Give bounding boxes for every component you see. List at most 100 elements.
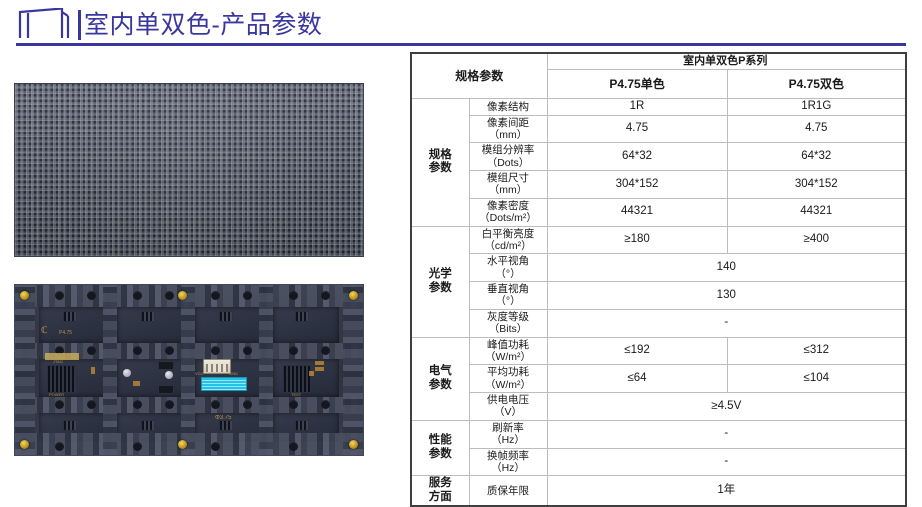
pcb-silk-gnd: GND xyxy=(229,371,238,376)
group-label-line2: 参数 xyxy=(428,281,452,294)
pcb-ic-chip xyxy=(63,420,77,431)
pcb-silk-vcc: VCC xyxy=(195,371,204,376)
pcb-mounting-hole xyxy=(321,400,330,409)
group-label-service: 服务 方面 xyxy=(410,475,470,507)
param-value-merged: - xyxy=(546,419,908,449)
param-value-merged: 130 xyxy=(546,281,908,310)
group-label-spec: 规格 参数 xyxy=(410,97,470,227)
table-row: 光学 参数 白平衡亮度 （cd/m²） ≥180 ≥400 xyxy=(410,225,908,338)
param-value: ≤64 xyxy=(546,364,728,394)
header-series-label: 室内单双色P系列 xyxy=(546,51,908,70)
group-label-line2: 参数 xyxy=(428,448,452,461)
param-value-merged: ≥4.5V xyxy=(546,392,908,421)
param-name: 水平视角 （°） xyxy=(468,253,548,283)
pcb-mounting-hole xyxy=(289,346,298,355)
group-label-electrical: 电气 参数 xyxy=(410,336,470,421)
header-model-mono: P4.75单色 xyxy=(546,68,728,99)
group-label-line1: 光学 xyxy=(428,267,452,280)
pcb-ic-chip xyxy=(219,420,233,431)
pcb-mounting-hole xyxy=(211,346,220,355)
pcb-mounting-hole xyxy=(211,442,220,451)
table-row: 水平视角 （°） 140 xyxy=(411,253,908,283)
param-value: ≤192 xyxy=(546,336,728,366)
pcb-ic-chip xyxy=(141,311,155,322)
pcb-solder-pad xyxy=(91,367,95,374)
param-value: 1R1G xyxy=(726,97,908,116)
param-value: 44321 xyxy=(546,197,728,227)
pcb-mounting-hole xyxy=(243,400,252,409)
pcb-capacitor xyxy=(165,371,173,379)
pcb-gold-sticker xyxy=(45,353,79,360)
pcb-mounting-hole xyxy=(165,400,174,409)
pcb-silk-jtag: JTAG xyxy=(53,359,63,364)
table-row: 模组分辨率 （Dots） 64*32 64*32 xyxy=(411,142,908,172)
param-value: ≤104 xyxy=(726,364,908,394)
pcb-frame-rail xyxy=(15,285,35,455)
pcb-mounting-hole xyxy=(321,291,330,300)
pcb-screw xyxy=(349,291,358,300)
param-name: 峰值功耗 （W/m²） xyxy=(468,336,548,366)
param-name: 模组分辨率 （Dots） xyxy=(468,142,548,172)
pcb-idc-header xyxy=(283,365,311,393)
pcb-mounting-hole xyxy=(87,346,96,355)
pcb-mounting-hole xyxy=(289,291,298,300)
pcb-ic-chip xyxy=(295,420,309,431)
param-value: ≥180 xyxy=(546,225,728,255)
group-label-line1: 电气 xyxy=(428,365,452,378)
group-label-line1: 规格 xyxy=(428,148,452,161)
pcb-solder-pad xyxy=(315,361,324,365)
pcb-mounting-hole xyxy=(133,291,142,300)
header-model-dual: P4.75双色 xyxy=(726,68,908,99)
pcb-capacitor xyxy=(123,369,131,377)
param-name: 像素间距 （mm） xyxy=(468,114,548,144)
table-row: 模组尺寸 （mm） 304*152 304*152 xyxy=(411,170,908,199)
pcb-silk-model: P4.75 xyxy=(59,330,73,336)
group-label-line2: 参数 xyxy=(428,378,452,391)
led-module-front-photo xyxy=(15,84,363,256)
table-row: 服务 方面 质保年限 1年 xyxy=(410,475,908,507)
pcb-frame-rail xyxy=(343,285,363,455)
pcb-mounting-hole xyxy=(289,400,298,409)
param-name: 刷新率 （Hz） xyxy=(468,419,548,449)
param-value: ≤312 xyxy=(726,336,908,366)
table-row: 像素间距 （mm） 4.75 4.75 xyxy=(411,114,908,144)
pcb-mounting-hole xyxy=(55,291,64,300)
group-label-line2: 参数 xyxy=(428,162,452,175)
table-row: 平均功耗 （W/m²） ≤64 ≤104 xyxy=(411,364,908,394)
param-value: 64*32 xyxy=(726,142,908,172)
table-row: 性能 参数 刷新率 （Hz） - xyxy=(410,419,908,477)
param-value: 304*152 xyxy=(546,170,728,199)
param-name: 像素结构 xyxy=(468,97,548,116)
pcb-mounting-hole xyxy=(133,400,142,409)
param-value: 44321 xyxy=(726,197,908,227)
pcb-solder-pad xyxy=(315,367,324,371)
param-value: 4.75 xyxy=(726,114,908,144)
pcb-frame-rail xyxy=(259,285,273,455)
pcb-mounting-hole xyxy=(211,291,220,300)
table-header-row: 规格参数 室内单双色P系列 xyxy=(409,51,908,99)
pcb-cell xyxy=(117,359,191,397)
pcb-smd-part xyxy=(158,361,174,370)
pcb-screw xyxy=(349,440,358,449)
led-dot-grid xyxy=(15,84,363,256)
group-label-performance: 性能 参数 xyxy=(410,419,470,477)
product-spec-table: 规格参数 室内单双色P系列 P4.75单色 P4.75双色 规格 参数 像素结构… xyxy=(409,51,908,507)
group-label-optical: 光学 参数 xyxy=(410,225,470,338)
header-spec-label: 规格参数 xyxy=(409,51,548,99)
led-module-back-pcb-photo: JTAG POWER TEST VCC GND ℂ P4.75 Φ3.75 xyxy=(15,285,363,455)
pcb-screw xyxy=(20,291,29,300)
param-value-merged: 1年 xyxy=(546,475,908,507)
pcb-idc-header xyxy=(47,365,77,393)
pcb-ic-chip xyxy=(219,311,233,322)
pcb-mounting-hole xyxy=(211,400,220,409)
page-title: 室内单双色-产品参数 xyxy=(84,11,323,39)
pcb-plastic-frame: JTAG POWER TEST VCC GND ℂ P4.75 Φ3.75 xyxy=(15,285,363,455)
param-name: 垂直视角 （°） xyxy=(468,281,548,310)
param-name: 供电电压 （V） xyxy=(468,392,548,421)
param-value: 1R xyxy=(546,97,728,116)
table-row: 像素密度 （Dots/m²） 44321 44321 xyxy=(411,197,908,227)
pcb-frame-rail xyxy=(181,285,195,455)
pcb-silk-pitch: Φ3.75 xyxy=(215,415,232,421)
pcb-ic-chip xyxy=(295,311,309,322)
table-row: 灰度等级 （Bits） - xyxy=(411,308,908,338)
